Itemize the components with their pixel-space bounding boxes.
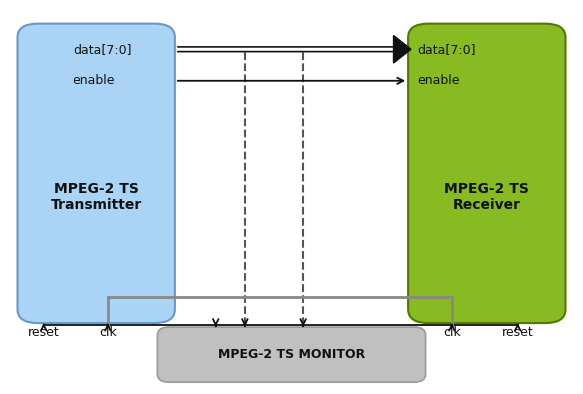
Text: enable: enable [417, 74, 459, 87]
Text: MPEG-2 TS
Transmitter: MPEG-2 TS Transmitter [51, 182, 142, 212]
FancyBboxPatch shape [157, 327, 426, 382]
Text: data[7:0]: data[7:0] [73, 43, 131, 56]
FancyBboxPatch shape [408, 24, 566, 323]
Text: MPEG-2 TS
Receiver: MPEG-2 TS Receiver [444, 182, 529, 212]
Text: clk: clk [99, 327, 117, 339]
Text: MPEG-2 TS MONITOR: MPEG-2 TS MONITOR [218, 348, 365, 361]
Text: data[7:0]: data[7:0] [417, 43, 475, 56]
Polygon shape [394, 35, 411, 63]
Text: reset: reset [28, 327, 59, 339]
Text: clk: clk [443, 327, 461, 339]
Text: reset: reset [502, 327, 533, 339]
FancyBboxPatch shape [17, 24, 175, 323]
Text: enable: enable [72, 74, 114, 87]
